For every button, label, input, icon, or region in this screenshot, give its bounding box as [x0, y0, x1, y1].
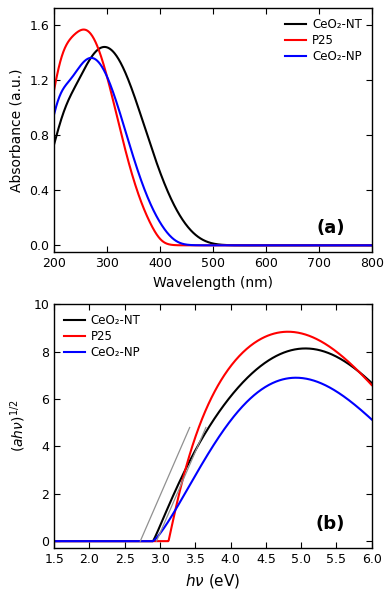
Text: (a): (a)	[316, 219, 345, 237]
Y-axis label: Absorbance (a.u.): Absorbance (a.u.)	[10, 69, 24, 192]
Legend: CeO₂-NT, P25, CeO₂-NP: CeO₂-NT, P25, CeO₂-NP	[282, 14, 366, 66]
Y-axis label: $(ah\nu)^{1/2}$: $(ah\nu)^{1/2}$	[8, 400, 28, 453]
X-axis label: Wavelength (nm): Wavelength (nm)	[153, 276, 273, 289]
Legend: CeO₂-NT, P25, CeO₂-NP: CeO₂-NT, P25, CeO₂-NP	[60, 310, 144, 362]
X-axis label: $h\nu$ (eV): $h\nu$ (eV)	[185, 572, 241, 590]
Text: (b): (b)	[316, 515, 345, 533]
